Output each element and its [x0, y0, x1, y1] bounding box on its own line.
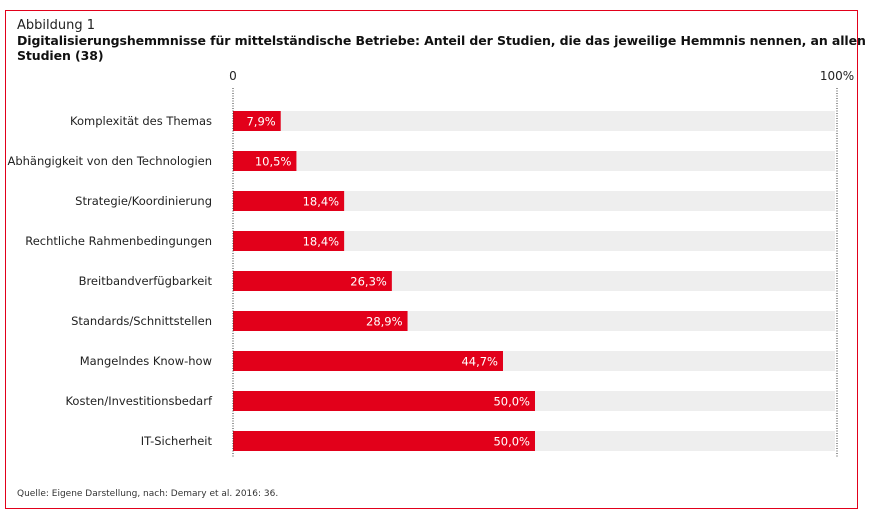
- bar: [233, 431, 535, 451]
- category-label: Kosten/Investitionsbedarf: [65, 394, 212, 408]
- category-label: IT-Sicherheit: [141, 434, 213, 448]
- bar: [233, 111, 281, 131]
- chart-title: Digitalisierungshemmnisse für mittelstän…: [17, 33, 866, 63]
- category-label: Mangelndes Know-how: [80, 354, 212, 368]
- category-label: Rechtliche Rahmenbedingungen: [25, 234, 212, 248]
- bar: [233, 271, 392, 291]
- data-label: 50,0%: [493, 435, 530, 449]
- category-label: Komplexität des Themas: [70, 114, 212, 128]
- bar: [233, 151, 297, 171]
- bar: [233, 391, 535, 411]
- bar-track: [233, 151, 835, 171]
- bar-track: [233, 191, 835, 211]
- data-label: 28,9%: [366, 315, 403, 329]
- bar: [233, 351, 503, 371]
- tick-label: 100%: [820, 69, 854, 83]
- category-label: Breitbandverfügbarkeit: [79, 274, 213, 288]
- bar-track: [233, 111, 835, 131]
- data-label: 18,4%: [303, 195, 340, 209]
- bar: [233, 191, 345, 211]
- category-label: Strategie/Koordinierung: [75, 194, 212, 208]
- figure-frame: [5, 10, 858, 509]
- bar: [233, 311, 408, 331]
- source-note: Quelle: Eigene Darstellung, nach: Demary…: [17, 489, 279, 499]
- bar: [233, 231, 345, 251]
- tick-label: 0: [229, 69, 237, 83]
- data-label: 18,4%: [303, 235, 340, 249]
- category-label: Abhängigkeit von den Technologien: [7, 154, 212, 168]
- data-label: 7,9%: [246, 115, 275, 129]
- bar-track: [233, 231, 835, 251]
- data-label: 10,5%: [255, 155, 292, 169]
- category-label: Standards/Schnittstellen: [71, 314, 212, 328]
- data-label: 26,3%: [350, 275, 387, 289]
- figure-label: Abbildung 1: [17, 18, 96, 33]
- data-label: 50,0%: [493, 395, 530, 409]
- data-label: 44,7%: [461, 355, 498, 369]
